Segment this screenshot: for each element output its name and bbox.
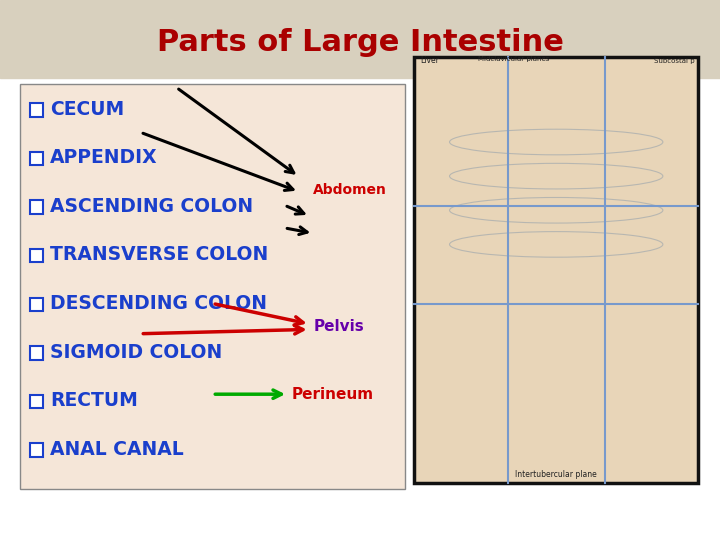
- Text: ANAL CANAL: ANAL CANAL: [50, 440, 184, 459]
- Text: Intertubercular plane: Intertubercular plane: [516, 470, 597, 479]
- Bar: [30, 443, 43, 457]
- Text: SIGMOID COLON: SIGMOID COLON: [50, 342, 222, 362]
- Text: Midclavicular planes: Midclavicular planes: [478, 56, 549, 62]
- Bar: [30, 152, 43, 165]
- Bar: [30, 298, 43, 311]
- Text: Pelvis: Pelvis: [313, 319, 364, 334]
- Text: APPENDIX: APPENDIX: [50, 148, 158, 167]
- Bar: [30, 395, 43, 408]
- Bar: [30, 249, 43, 262]
- Bar: [30, 200, 43, 214]
- Text: DESCENDING COLON: DESCENDING COLON: [50, 294, 267, 313]
- Text: ASCENDING COLON: ASCENDING COLON: [50, 197, 253, 216]
- Text: RECTUM: RECTUM: [50, 391, 138, 410]
- Bar: [20, 84, 405, 489]
- Text: Subcostal p: Subcostal p: [654, 58, 695, 64]
- Bar: [30, 103, 43, 117]
- Text: Parts of Large Intestine: Parts of Large Intestine: [156, 28, 564, 57]
- Bar: [0, 0, 720, 78]
- Bar: [30, 346, 43, 360]
- Bar: [414, 57, 698, 483]
- Text: Liver: Liver: [420, 56, 438, 65]
- Text: Abdomen: Abdomen: [313, 183, 387, 197]
- Text: TRANSVERSE COLON: TRANSVERSE COLON: [50, 245, 269, 265]
- Text: CECUM: CECUM: [50, 99, 125, 119]
- Text: Perineum: Perineum: [292, 387, 374, 402]
